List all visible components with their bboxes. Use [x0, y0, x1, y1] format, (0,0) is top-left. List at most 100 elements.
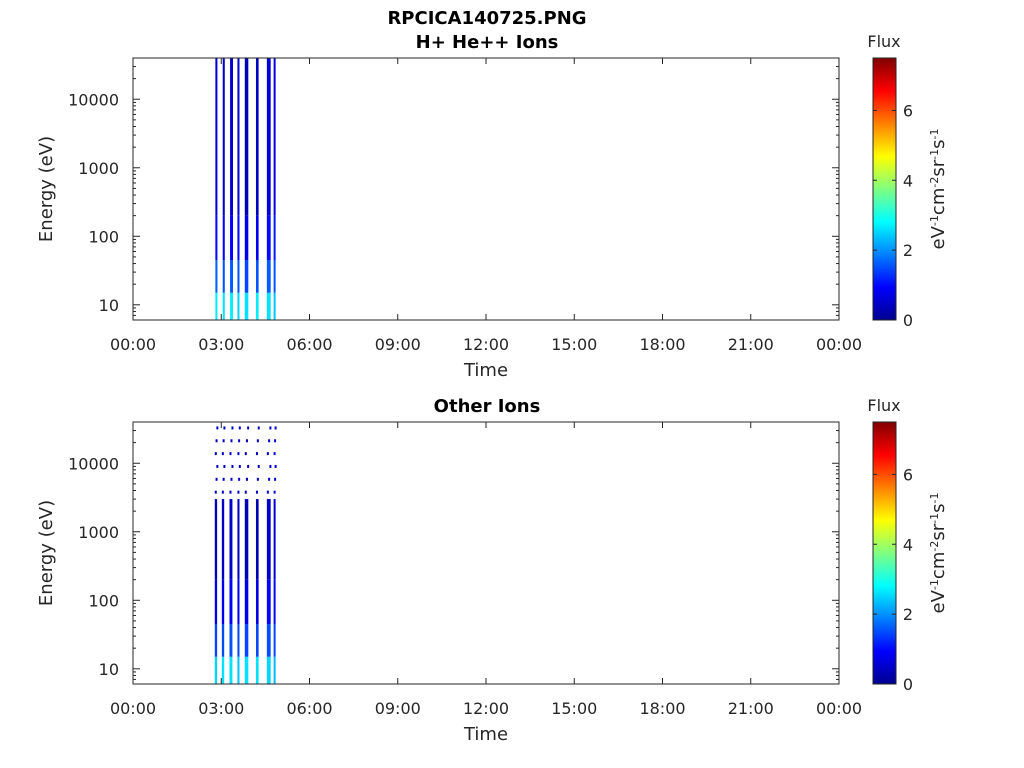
data-speckle — [268, 477, 271, 481]
data-stripe-2-band-3 — [229, 499, 233, 580]
data-speckle — [215, 439, 218, 443]
data-speckle — [237, 452, 240, 456]
data-speckle — [268, 439, 271, 443]
data-stripe-1-band-0 — [222, 292, 225, 320]
colorbar-tick-label: 4 — [903, 171, 913, 190]
panel-2-x-tick-labels: 00:00 03:00 06:00 09:00 12:00 15:00 18:00 21:00… — [110, 699, 862, 718]
colorbar-tick-label: 6 — [903, 101, 913, 120]
data-speckle — [221, 490, 224, 494]
panel-2-y-axis-label: Energy (eV) — [36, 500, 57, 606]
x-tick-label: 00:00 — [816, 699, 862, 718]
data-stripe-5-band-3 — [255, 499, 259, 580]
data-speckle — [222, 477, 225, 481]
data-speckle — [238, 439, 241, 443]
data-speckle — [223, 464, 226, 468]
data-stripe-4-band-2 — [244, 215, 249, 261]
data-stripe-4-band-2 — [244, 579, 249, 625]
data-stripe-3-band-2 — [237, 215, 240, 261]
x-tick-label: 03:00 — [198, 699, 244, 718]
x-tick-label: 09:00 — [375, 699, 421, 718]
colorbar-tick-label: 0 — [903, 675, 913, 694]
data-stripe-2-band-1 — [230, 260, 234, 293]
data-speckle — [231, 426, 234, 430]
data-speckle — [244, 452, 247, 456]
data-speckle — [214, 490, 217, 494]
x-tick-label: 00:00 — [110, 699, 156, 718]
x-tick-label: 06:00 — [286, 335, 332, 354]
y-tick-label: 100 — [88, 591, 119, 610]
x-tick-label: 21:00 — [728, 335, 774, 354]
data-stripe-4-band-0 — [244, 656, 249, 684]
data-stripe-4-band-1 — [244, 624, 249, 657]
panel-1-title: H+ He++ Ions — [416, 32, 559, 53]
colorbar-tick-label: 4 — [903, 535, 913, 554]
data-stripe-2-band-2 — [230, 215, 234, 261]
data-stripe-6-band-1 — [266, 260, 271, 293]
x-tick-label: 15:00 — [551, 699, 597, 718]
data-stripe-3-band-3 — [237, 58, 240, 216]
panel-2-title: Other Ions — [434, 396, 541, 417]
data-speckle — [223, 426, 226, 430]
data-stripe-3-band-0 — [237, 292, 240, 320]
data-stripe-2-band-0 — [229, 656, 233, 684]
data-speckle — [257, 426, 260, 430]
x-tick-label: 15:00 — [551, 335, 597, 354]
data-speckle — [237, 490, 240, 494]
panel-2-x-axis-label: Time — [463, 724, 508, 745]
data-stripe-3-band-1 — [237, 260, 240, 293]
data-speckle — [255, 490, 258, 494]
y-tick-label: 10000 — [68, 454, 119, 473]
data-stripe-7-band-2 — [273, 579, 276, 625]
data-stripe-0-band-3 — [215, 58, 218, 216]
y-tick-label: 10 — [99, 296, 119, 315]
data-stripe-6-band-0 — [266, 656, 271, 684]
data-stripe-2-band-0 — [230, 292, 234, 320]
x-tick-label: 00:00 — [816, 335, 862, 354]
data-stripe-6-band-2 — [266, 215, 271, 261]
panel-2-colorbar: Flux 0 2 4 6 eV-1cm-2sr-1s-1 — [867, 396, 949, 694]
data-stripe-1-band-2 — [222, 215, 225, 261]
data-stripe-0-band-1 — [214, 624, 218, 657]
data-speckle — [247, 426, 250, 430]
data-speckle — [257, 464, 260, 468]
x-tick-label: 03:00 — [198, 335, 244, 354]
data-stripe-0-band-1 — [215, 260, 218, 293]
panel-1-colorbar: Flux 0 2 4 6 eV-1cm-2sr-1s-1 — [867, 32, 949, 330]
y-tick-label: 1000 — [78, 523, 119, 542]
data-stripe-7-band-1 — [273, 624, 276, 657]
data-stripe-7-band-1 — [273, 260, 276, 293]
panel-1-colorbar-unit-label: eV-1cm-2sr-1s-1 — [928, 129, 950, 250]
colorbar-tick-label: 2 — [903, 241, 913, 260]
data-speckle — [247, 464, 250, 468]
data-speckle — [229, 452, 232, 456]
data-stripe-5-band-1 — [255, 260, 259, 293]
data-stripe-2-band-2 — [229, 579, 233, 625]
x-tick-label: 12:00 — [463, 335, 509, 354]
data-stripe-3-band-0 — [237, 656, 240, 684]
data-stripe-7-band-3 — [273, 499, 276, 580]
data-stripe-6-band-0 — [266, 292, 271, 320]
panel-1-colorbar-title: Flux — [867, 32, 900, 51]
data-speckle — [274, 477, 277, 481]
x-tick-label: 18:00 — [639, 335, 685, 354]
data-stripe-5-band-1 — [255, 624, 259, 657]
colorbar-tick-label: 0 — [903, 311, 913, 330]
data-stripe-6-band-3 — [266, 58, 271, 216]
data-speckle — [273, 452, 276, 456]
data-speckle — [215, 477, 218, 481]
data-speckle — [216, 426, 219, 430]
x-tick-label: 12:00 — [463, 699, 509, 718]
data-speckle — [221, 452, 224, 456]
panel-2: Other Ions 00:00 03:00 06:00 09:00 12:00 15:0… — [36, 396, 949, 745]
data-stripe-1-band-1 — [222, 260, 225, 293]
y-tick-label: 1000 — [78, 159, 119, 178]
data-stripe-5-band-3 — [255, 58, 259, 216]
figure-title: RPCICA140725.PNG — [387, 8, 586, 29]
data-stripe-5-band-0 — [255, 656, 259, 684]
colorbar-tick-label: 6 — [903, 465, 913, 484]
panel-1-x-axis-label: Time — [463, 360, 508, 381]
data-stripe-6-band-2 — [266, 579, 271, 625]
panel-1-ticks — [132, 57, 840, 321]
data-speckle — [245, 439, 248, 443]
data-stripe-1-band-0 — [221, 656, 225, 684]
